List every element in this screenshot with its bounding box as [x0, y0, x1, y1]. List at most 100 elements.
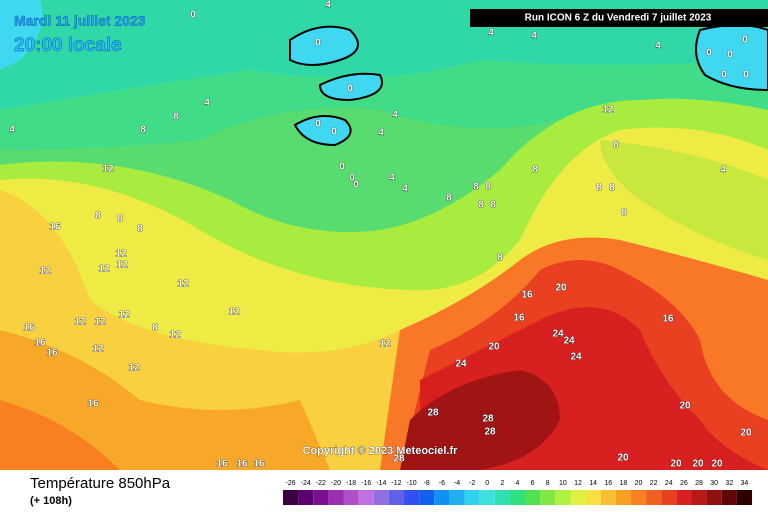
scale-swatch — [600, 490, 616, 505]
scale-swatch — [646, 490, 662, 505]
contour-label: 8 — [596, 183, 602, 194]
contour-label: 4 — [378, 128, 384, 139]
contour-label: 0 — [743, 70, 749, 81]
contour-label: 12 — [74, 317, 86, 328]
run-banner — [470, 9, 768, 27]
scale-tick-label: 6 — [531, 480, 535, 487]
scale-tick-label: -22 — [316, 480, 326, 487]
scale-swatch — [691, 490, 707, 505]
contour-label: 4 — [325, 0, 331, 11]
contour-label: 12 — [118, 310, 130, 321]
scale-swatch — [464, 490, 480, 505]
scale-swatch — [585, 490, 601, 505]
contour-label: 4 — [488, 28, 494, 39]
run-info: Run ICON 6 Z du Vendredi 7 juillet 2023 — [525, 13, 712, 24]
contour-label: 4 — [392, 110, 398, 121]
contour-label: 12 — [602, 105, 614, 116]
contour-label: 0 — [190, 10, 196, 21]
contour-label: 0 — [331, 127, 337, 138]
contour-label: 28 — [482, 414, 494, 425]
contour-label: 20 — [488, 342, 500, 353]
map-background — [0, 0, 768, 470]
contour-label: 16 — [513, 313, 525, 324]
contour-label: 24 — [455, 359, 467, 370]
contour-label: 16 — [87, 399, 99, 410]
contour-label: 12 — [92, 344, 104, 355]
contour-label: 24 — [570, 352, 582, 363]
scale-tick-label: 0 — [485, 480, 489, 487]
scale-tick-label: 28 — [695, 480, 703, 487]
scale-tick-label: -14 — [376, 480, 386, 487]
contour-label: 8 — [613, 140, 619, 151]
water-bodies — [0, 0, 768, 147]
contour-label: 12 — [379, 339, 391, 350]
contour-label: 12 — [228, 307, 240, 318]
scale-swatch — [555, 490, 571, 505]
contour-label: 0 — [721, 70, 727, 81]
scale-swatch — [630, 490, 647, 505]
scale-tick-label: 8 — [546, 480, 550, 487]
scale-swatch — [570, 490, 586, 505]
scale-tick-label: 26 — [680, 480, 688, 487]
contour-label: 0 — [315, 38, 321, 49]
scale-swatch — [328, 490, 344, 505]
scale-tick-label: 2 — [500, 480, 504, 487]
contour-label: 20 — [740, 428, 752, 439]
contour-label: 0 — [347, 84, 353, 95]
contour-label: 0 — [742, 35, 748, 46]
contour-label: 4 — [402, 184, 408, 195]
footer-lead: (+ 108h) — [30, 495, 72, 507]
contour-label: 16 — [34, 338, 46, 349]
contour-label: 8 — [473, 182, 479, 193]
contour-label: 8 — [497, 253, 503, 264]
contour-label: 28 — [484, 427, 496, 438]
contour-label: 16 — [236, 459, 248, 470]
scale-swatch — [404, 490, 420, 505]
contour-label: 16 — [46, 348, 58, 359]
contour-label: 8 — [490, 200, 496, 211]
contour-label: 8 — [95, 211, 101, 222]
contour-label: 12 — [94, 317, 106, 328]
scale-tick-label: -6 — [439, 480, 445, 487]
contour-label: 16 — [253, 459, 265, 470]
contour-label: 16 — [662, 314, 674, 325]
scale-tick-label: 24 — [665, 480, 673, 487]
scale-tick-label: -18 — [346, 480, 356, 487]
contour-label: 12 — [177, 279, 189, 290]
contour-label: 24 — [563, 336, 575, 347]
contour-label: 20 — [692, 459, 704, 470]
scale-swatch — [615, 490, 631, 505]
scale-tick-label: 10 — [559, 480, 567, 487]
contour-label: 16 — [216, 459, 228, 470]
scale-swatch — [388, 490, 405, 505]
scale-tick-label: -2 — [469, 480, 475, 487]
contour-label: 8 — [532, 165, 538, 176]
scale-tick-label: -10 — [407, 480, 417, 487]
scale-tick-label: 4 — [516, 480, 520, 487]
scale-tick-label: -4 — [454, 480, 460, 487]
contour-label: 12 — [98, 264, 110, 275]
scale-tick-label: -20 — [331, 480, 341, 487]
scale-tick-label: -12 — [391, 480, 401, 487]
contour-label: 8 — [446, 193, 452, 204]
contour-label: 20 — [617, 453, 629, 464]
contour-label: 16 — [23, 323, 35, 334]
scale-swatch — [479, 490, 495, 505]
contour-label: 8 — [152, 323, 158, 334]
scale-swatch — [721, 490, 737, 505]
contour-label: 20 — [670, 459, 682, 470]
scale-tick-label: 14 — [589, 480, 597, 487]
scale-tick-label: 12 — [574, 480, 582, 487]
contour-label: 0 — [353, 180, 359, 191]
scale-swatch — [661, 490, 677, 505]
color-scale: -26 -24 -22 -20 -18 -16 -14 -12 -10 -8 -6 -4 -2 0 2 4 6 8… — [283, 480, 752, 505]
scale-swatch — [494, 490, 510, 505]
scale-tick-label: 22 — [650, 480, 658, 487]
contour-label: 16 — [521, 290, 533, 301]
scale-swatch — [525, 490, 541, 505]
scale-swatch — [343, 490, 359, 505]
scale-swatch — [509, 490, 526, 505]
contour-label: 8 — [609, 183, 615, 194]
scale-tick-label: -8 — [424, 480, 430, 487]
